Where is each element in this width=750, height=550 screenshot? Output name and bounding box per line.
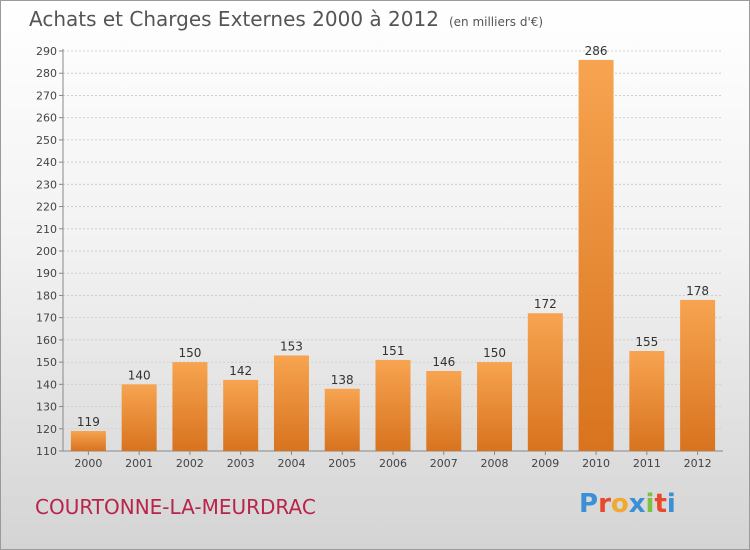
data-label: 155 (635, 335, 658, 349)
y-tick-label: 200 (36, 245, 57, 258)
bar-2008 (477, 362, 513, 451)
data-label: 150 (483, 346, 506, 360)
data-label: 286 (585, 44, 608, 58)
data-label: 138 (331, 373, 354, 387)
y-tick-label: 120 (36, 423, 57, 436)
chart-unit: (en milliers d'€) (448, 15, 544, 29)
bar-2000 (70, 431, 106, 451)
bar-2007 (426, 371, 462, 451)
x-tick-label: 2003 (227, 457, 255, 470)
logo-letter: i (666, 489, 676, 519)
y-tick-label: 220 (36, 201, 57, 214)
y-tick-label: 250 (36, 134, 57, 147)
proxiti-logo: Proxiti (579, 489, 676, 519)
y-tick-label: 240 (36, 156, 57, 169)
data-label: 178 (686, 284, 709, 298)
bar-2002 (172, 362, 208, 451)
commune-name: COURTONNE-LA-MEURDRAC (35, 495, 316, 519)
bar-2001 (121, 384, 157, 451)
bar-2003 (223, 379, 259, 451)
chart-title: Achats et Charges Externes 2000 à 2012 (e… (29, 7, 543, 35)
y-tick-label: 150 (36, 356, 57, 369)
data-label: 146 (432, 355, 455, 369)
logo-letter: r (598, 489, 611, 519)
x-tick-label: 2002 (176, 457, 204, 470)
logo-letter: x (628, 489, 646, 519)
data-label: 142 (229, 364, 252, 378)
y-tick-label: 160 (36, 334, 57, 347)
x-tick-label: 2009 (531, 457, 559, 470)
x-tick-label: 2006 (379, 457, 407, 470)
logo-letter: P (579, 489, 599, 519)
data-label: 140 (128, 368, 151, 382)
logo-letter: i (645, 489, 655, 519)
x-tick-label: 2011 (633, 457, 661, 470)
bar-2004 (273, 355, 309, 451)
x-tick-label: 2008 (481, 457, 509, 470)
data-label: 151 (382, 344, 405, 358)
y-tick-label: 110 (36, 445, 57, 458)
data-label: 172 (534, 297, 557, 311)
x-tick-label: 2010 (582, 457, 610, 470)
chart-title-text: Achats et Charges Externes 2000 à 2012 (29, 7, 439, 31)
y-tick-label: 260 (36, 112, 57, 125)
y-tick-label: 130 (36, 401, 57, 414)
y-tick-label: 170 (36, 312, 57, 325)
y-tick-label: 210 (36, 223, 57, 236)
x-tick-label: 2007 (430, 457, 458, 470)
y-tick-label: 190 (36, 267, 57, 280)
y-tick-label: 230 (36, 178, 57, 191)
y-tick-label: 180 (36, 289, 57, 302)
bar-2010 (578, 59, 614, 452)
bar-2006 (375, 359, 411, 451)
y-tick-label: 140 (36, 378, 57, 391)
data-label: 153 (280, 339, 303, 353)
data-label: 150 (178, 346, 201, 360)
bar-2009 (527, 313, 563, 451)
x-tick-label: 2000 (74, 457, 102, 470)
x-tick-label: 2005 (328, 457, 356, 470)
y-tick-label: 290 (36, 45, 57, 58)
logo-letter: o (610, 489, 629, 519)
y-tick-label: 280 (36, 67, 57, 80)
y-tick-label: 270 (36, 89, 57, 102)
data-label: 119 (77, 415, 100, 429)
x-tick-label: 2004 (277, 457, 305, 470)
x-tick-label: 2001 (125, 457, 153, 470)
x-tick-label: 2012 (684, 457, 712, 470)
logo-letter: t (654, 489, 667, 519)
bar-2012 (680, 299, 716, 451)
bar-2005 (324, 388, 360, 451)
bar-2011 (629, 351, 665, 451)
